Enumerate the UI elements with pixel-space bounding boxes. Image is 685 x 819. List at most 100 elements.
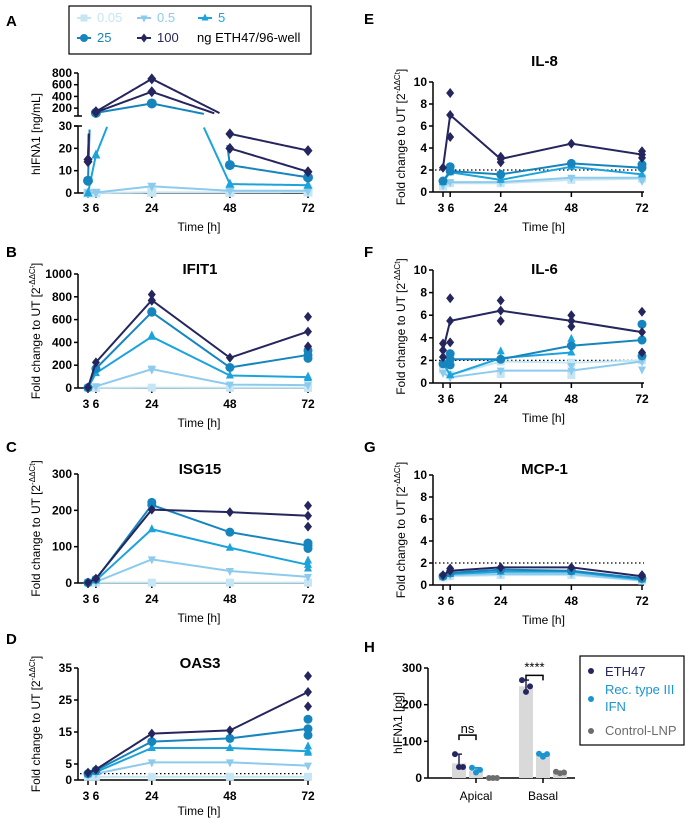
data-point <box>225 759 234 768</box>
replicate-point <box>446 563 455 574</box>
data-point <box>544 751 550 758</box>
x-tick-label: 24 <box>145 592 159 606</box>
x-tick-label: 24 <box>494 201 508 215</box>
panel-label-E: E <box>364 11 374 28</box>
series-line-segment <box>229 183 309 187</box>
data-point <box>84 382 92 393</box>
data-point <box>496 354 506 364</box>
x-axis-label: Time [h] <box>522 220 565 234</box>
replicate-point <box>638 146 646 157</box>
replicate-point <box>304 555 312 564</box>
y-axis-label: hIFNλ1 [ng/mL] <box>29 93 43 175</box>
y-tick-label: 20 <box>59 141 73 155</box>
panel-label-A: A <box>6 13 17 30</box>
series-line-segment <box>95 191 152 194</box>
replicate-point <box>638 347 646 358</box>
replicate-point <box>304 373 312 382</box>
bracket: ] <box>394 258 408 261</box>
data-point <box>567 347 576 356</box>
x-tick-label: 24 <box>145 789 159 803</box>
legend-marker-0.5 <box>140 15 148 23</box>
x-tick-label: 72 <box>301 592 315 606</box>
data-point <box>567 562 576 573</box>
data-point <box>567 358 576 367</box>
data-point <box>561 769 567 776</box>
data-point <box>225 578 234 587</box>
data-point <box>638 327 646 338</box>
y-tick-label: 100 <box>402 734 422 748</box>
y-tick-label: 25 <box>59 693 73 707</box>
data-point <box>496 367 505 376</box>
y-axis-label: Fold change to UT [2-ΔΔCt] <box>393 258 408 395</box>
panel-label-G: G <box>364 439 376 456</box>
data-point <box>496 562 505 573</box>
y-axis-label: Fold change to UT [2-ΔΔCt] <box>28 656 43 793</box>
data-point <box>439 365 447 374</box>
significance-bracket <box>525 674 544 681</box>
y-tick-label: 300 <box>52 467 72 481</box>
data-point <box>460 764 466 770</box>
replicate-point <box>304 671 312 681</box>
legend-label-25: 25 <box>97 30 111 45</box>
x-axis-label: Time [h] <box>178 611 221 625</box>
replicate-point <box>147 366 156 375</box>
y-tick-label: 100 <box>52 540 72 554</box>
y-tick-label: 10 <box>59 164 73 178</box>
panel-title-C: ISG15 <box>179 461 222 478</box>
y-tick-label: 2 <box>420 163 427 177</box>
replicate-point <box>496 157 505 168</box>
series-line-0_5 <box>87 558 309 584</box>
x-tick-label: 3 6 <box>438 201 455 215</box>
series-line-segment <box>151 185 230 192</box>
data-point <box>438 359 448 369</box>
y-axis-label: Fold change to UT [2-ΔΔCt] <box>393 69 408 206</box>
series-line-segment <box>95 90 153 114</box>
series-line-100 <box>442 113 643 168</box>
y-tick-label: 1000 <box>45 267 72 281</box>
series-line-5 <box>87 747 309 776</box>
bracket: ] <box>394 462 408 465</box>
y-tick-label: 30 <box>59 119 73 133</box>
data-point <box>452 751 458 758</box>
replicate-point <box>147 289 156 300</box>
y-axis-label: Fold change to UT [2-ΔΔCt] <box>28 263 43 400</box>
replicate-point <box>439 338 447 349</box>
x-tick-label: 72 <box>635 594 649 608</box>
replicate-point <box>445 349 455 359</box>
y-tick-label: 0 <box>420 376 427 390</box>
y-tick-label: 400 <box>52 89 72 103</box>
y-tick-label: 600 <box>52 78 72 92</box>
y-tick-label: 400 <box>52 335 72 349</box>
series-line-segment <box>229 147 309 173</box>
data-point <box>439 570 447 581</box>
data-point <box>304 687 312 697</box>
replicate-point <box>304 500 312 511</box>
replicate-point <box>496 315 505 326</box>
replicate-point <box>304 311 312 322</box>
data-point <box>91 189 101 199</box>
legend-marker-control <box>588 728 594 734</box>
data-point <box>304 326 312 337</box>
data-point <box>147 737 157 747</box>
legend-marker-0.05 <box>80 14 88 22</box>
x-tick-label: 72 <box>301 397 315 411</box>
data-point <box>147 86 157 98</box>
data-point <box>225 507 234 518</box>
data-point <box>523 688 529 695</box>
x-tick-label: 48 <box>223 397 237 411</box>
y-tick-label: 15 <box>59 725 73 739</box>
replicate-point <box>638 366 646 375</box>
data-point <box>147 524 156 533</box>
data-point <box>304 578 312 587</box>
y-tick-label: 0 <box>65 773 72 787</box>
data-point <box>147 556 156 565</box>
replicate-point <box>637 319 647 329</box>
replicate-point <box>304 341 312 352</box>
replicate-point <box>567 333 576 342</box>
data-point <box>91 149 101 159</box>
y-tick-label: 4 <box>420 534 427 548</box>
replicate-point <box>446 132 455 142</box>
y-tick-label: 2 <box>420 556 427 570</box>
data-point <box>567 367 576 376</box>
legend-label-eth47: ETH47 <box>605 664 645 679</box>
